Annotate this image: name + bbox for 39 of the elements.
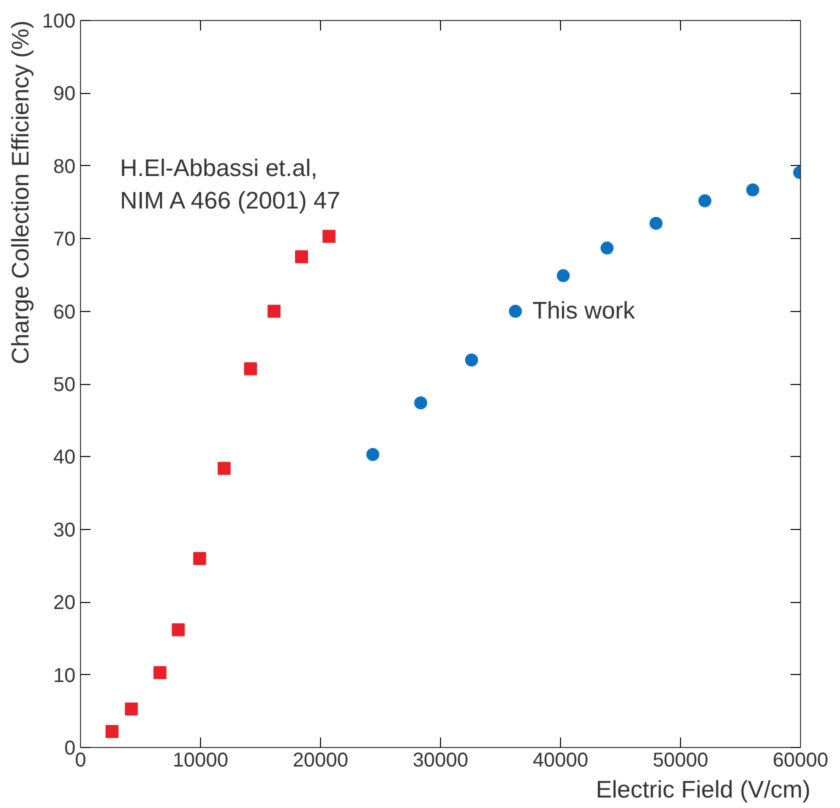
y-tick-label: 80	[53, 156, 76, 178]
point	[295, 250, 308, 264]
x-axis-title: Electric Field (V/cm)	[596, 776, 810, 804]
point	[172, 623, 185, 636]
point	[218, 462, 231, 475]
y-tick-label: 60	[53, 301, 76, 324]
y-tick-label: 10	[53, 664, 76, 687]
y-tick-label: 50	[53, 374, 76, 396]
point	[244, 362, 258, 376]
y-tick-label: 40	[53, 446, 76, 469]
y-tick-label: 100	[42, 10, 76, 32]
point	[106, 725, 119, 738]
point	[124, 702, 138, 716]
x-tick-label: 40000	[532, 750, 588, 772]
point	[746, 183, 760, 196]
x-tick-label: 60000	[772, 750, 828, 772]
x-tick-label: 30000	[412, 750, 468, 772]
point	[322, 230, 336, 243]
x-tick-label: 10000	[172, 750, 228, 772]
y-tick-label: 20	[53, 592, 76, 614]
y-tick-label: 70	[53, 228, 76, 251]
point	[600, 242, 614, 255]
x-tick-label: 50000	[652, 750, 708, 772]
point	[366, 448, 380, 462]
point	[153, 666, 166, 680]
point	[465, 354, 478, 366]
point	[650, 216, 663, 230]
point	[268, 304, 281, 318]
y-tick-label: 30	[53, 519, 76, 542]
point	[414, 396, 428, 410]
point	[556, 269, 570, 282]
y-axis-title: Charge Collection Efficiency (%)	[8, 20, 34, 364]
series-label: This work	[532, 297, 636, 324]
point	[698, 194, 712, 208]
y-tick-label: 90	[53, 83, 76, 106]
series-label: H.El-Abbassi et.al, NIM A 466 (2001) 47	[120, 155, 340, 214]
point	[508, 304, 522, 318]
x-tick-label: 20000	[292, 750, 348, 772]
point	[193, 552, 206, 565]
